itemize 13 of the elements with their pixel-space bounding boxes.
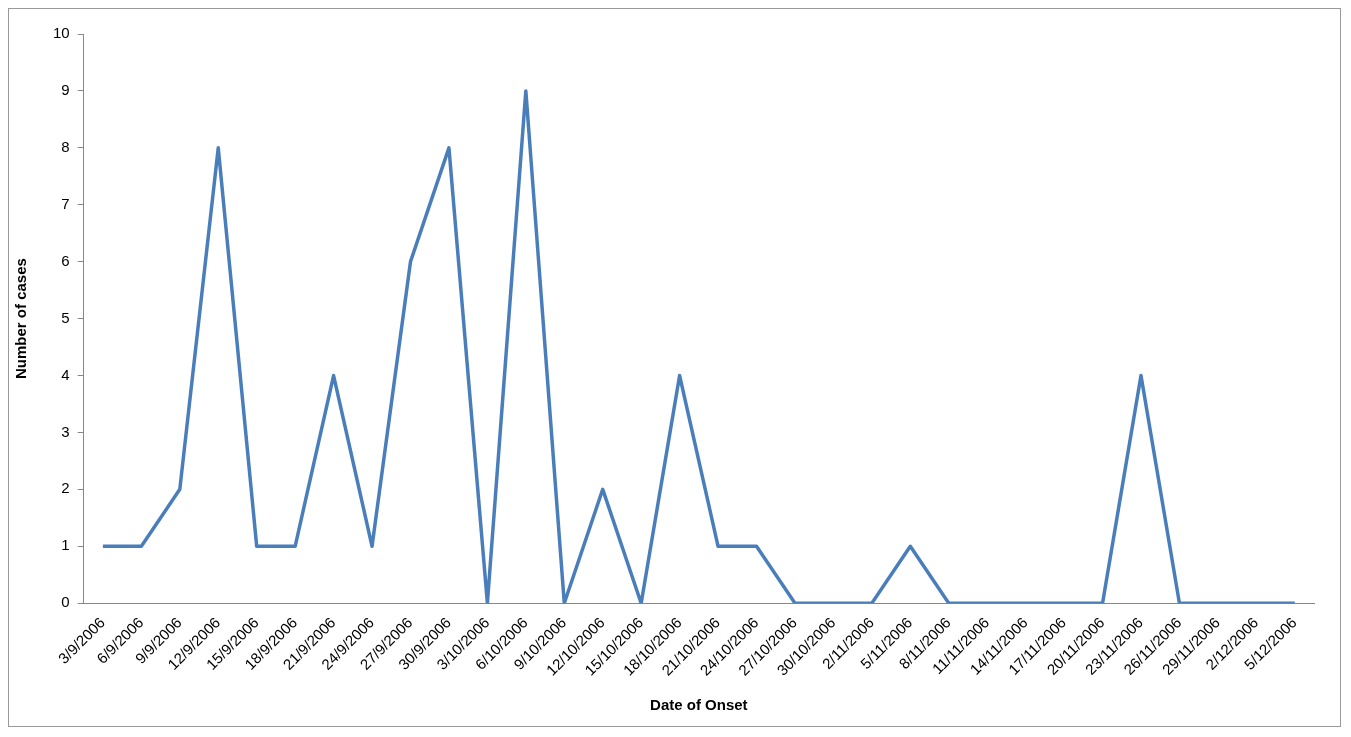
y-tick-label: 1 bbox=[61, 536, 70, 554]
y-tick-label: 8 bbox=[61, 137, 70, 155]
y-tick-label: 0 bbox=[61, 593, 70, 611]
y-tick-label: 6 bbox=[61, 251, 70, 269]
y-axis-title: Number of cases bbox=[12, 258, 30, 380]
y-tick-label: 5 bbox=[61, 308, 70, 326]
y-tick-label: 3 bbox=[61, 422, 70, 440]
y-tick-label: 4 bbox=[61, 365, 70, 383]
y-tick-label: 9 bbox=[61, 81, 70, 99]
y-tick-label: 7 bbox=[61, 194, 70, 212]
y-tick-label: 10 bbox=[53, 24, 70, 42]
y-tick-label: 2 bbox=[61, 479, 70, 497]
x-axis-title: Date of Onset bbox=[650, 696, 748, 714]
